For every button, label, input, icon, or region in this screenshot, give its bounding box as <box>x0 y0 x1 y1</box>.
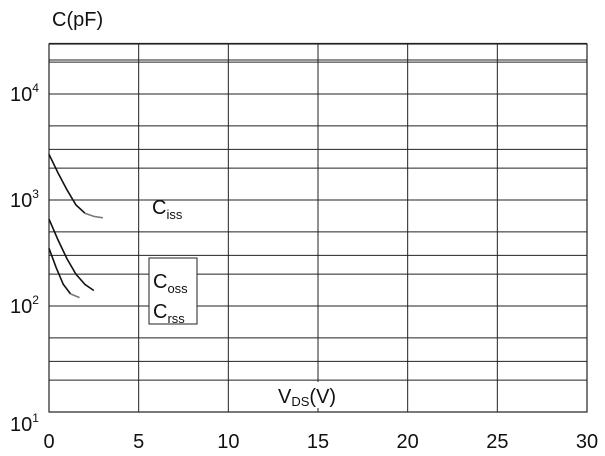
series-label-ciss: Ciss <box>152 197 183 222</box>
plot-frame <box>48 43 588 413</box>
label-box <box>148 257 198 325</box>
x-tick-label: 15 <box>307 431 329 453</box>
x-tick-label: 20 <box>397 431 419 453</box>
x-axis-label-tail: (V) <box>309 386 336 408</box>
x-axis-label-main: V <box>278 386 292 408</box>
y-tick-label: 103 <box>10 187 39 212</box>
coss-sub: oss <box>167 281 188 296</box>
x-tick-label: 25 <box>486 431 508 453</box>
y-tick-label: 104 <box>10 81 39 106</box>
series-line-crss <box>48 248 72 295</box>
curves <box>48 153 103 299</box>
y-axis-label: C(pF) <box>52 9 103 31</box>
x-axis-label-bg <box>274 382 350 408</box>
x-tick-labels: 0 5 10 15 20 25 30 <box>43 431 598 453</box>
x-axis-label-sub: DS <box>291 394 309 409</box>
ciss-sub: iss <box>166 207 182 222</box>
x-axis-label: VDS(V) <box>274 382 350 409</box>
svg-text:Coss: Coss <box>153 271 188 296</box>
y-tick-label: 102 <box>10 293 39 318</box>
series-line-crss <box>70 293 80 299</box>
coss-main: C <box>153 271 167 293</box>
grid <box>48 42 588 413</box>
x-tick-label: 10 <box>217 431 239 453</box>
series-line-coss <box>48 218 77 275</box>
series-line-ciss <box>84 212 103 219</box>
svg-text:Ciss: Ciss <box>152 197 183 222</box>
x-tick-label: 5 <box>133 431 144 453</box>
svg-text:VDS(V): VDS(V) <box>278 386 336 409</box>
ciss-main: C <box>152 197 166 219</box>
x-tick-label: 0 <box>43 431 54 453</box>
series-line-ciss <box>48 153 86 214</box>
x-tick-label: 30 <box>576 431 598 453</box>
y-tick-labels: 101 102 103 104 <box>10 81 39 436</box>
crss-sub: rss <box>167 311 185 326</box>
svg-text:Crss: Crss <box>153 301 185 326</box>
y-tick-label: 101 <box>10 411 39 436</box>
series-line-coss <box>75 273 95 292</box>
coss-crss-label-box: Coss Crss <box>148 257 198 326</box>
crss-main: C <box>153 301 167 323</box>
